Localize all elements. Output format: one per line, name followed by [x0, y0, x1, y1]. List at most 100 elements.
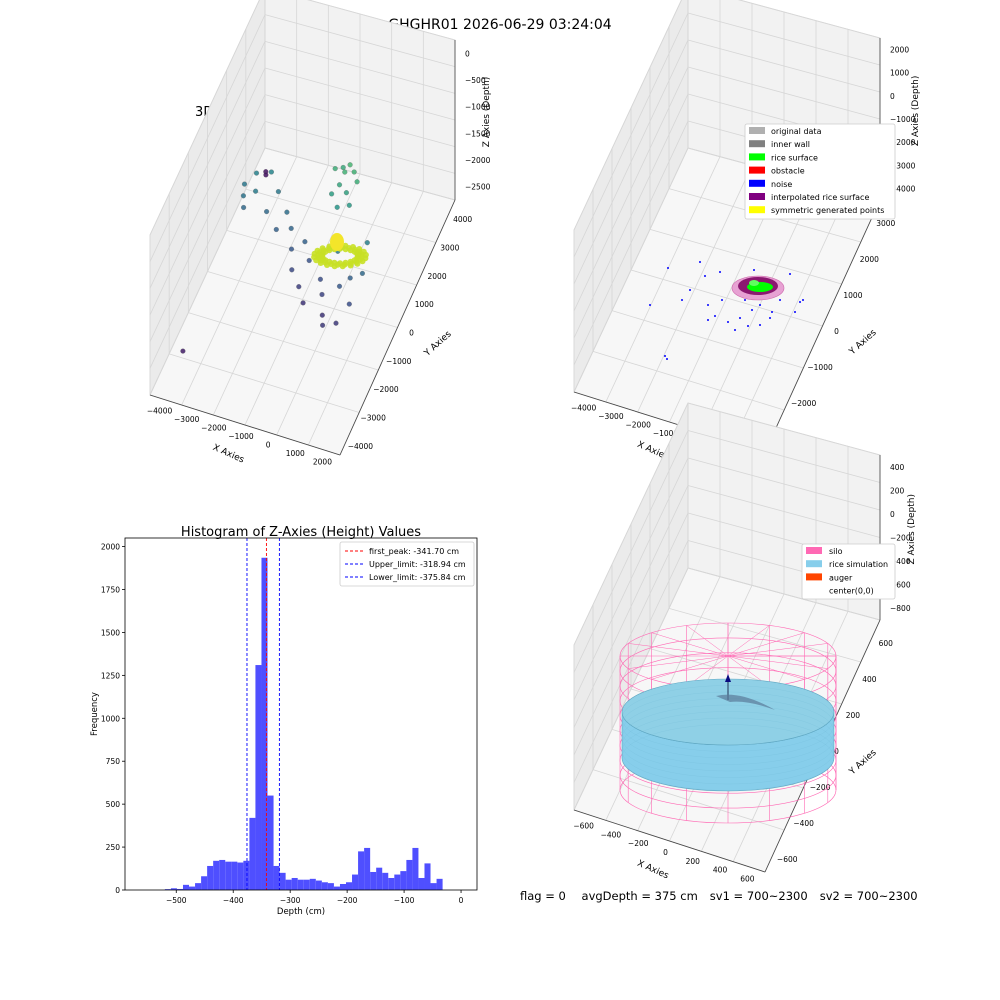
silo-wire	[628, 643, 729, 657]
data-point	[240, 193, 246, 199]
x-tick-label: −3000	[598, 412, 624, 421]
histogram-bar	[388, 877, 395, 890]
silo-wire	[651, 632, 729, 657]
z-tick-label: −800	[890, 604, 911, 613]
data-point	[300, 300, 306, 306]
x-tick-label: −2000	[626, 420, 652, 429]
data-point	[347, 262, 354, 269]
data-point	[340, 164, 346, 171]
y-tick-label: 3000	[876, 219, 895, 228]
data-point	[263, 172, 269, 178]
histogram-bar	[436, 878, 443, 890]
legend-swatch	[749, 193, 765, 200]
histogram-bar	[219, 859, 226, 890]
y-tick-label: 1250	[101, 671, 120, 680]
plot-frame	[124, 537, 478, 891]
grid-line	[573, 430, 689, 673]
histogram-bar	[207, 865, 214, 890]
legend-swatch	[806, 560, 822, 568]
grid-line	[264, 14, 456, 68]
avg-depth-text: avgDepth = 375 cm	[581, 889, 698, 903]
noise-point	[664, 355, 666, 357]
rice-mesh	[621, 704, 835, 772]
histogram-bar	[327, 883, 334, 890]
data-point	[330, 233, 344, 251]
legend-entry: rice surface	[771, 153, 818, 162]
x-tick-label: 0	[663, 848, 668, 857]
x-axis-line	[149, 394, 341, 456]
data-point	[347, 275, 353, 281]
y-tick-label: 600	[879, 639, 894, 648]
chart-histogram: Histogram of Z-Axies (Height) Values −500…	[90, 525, 478, 917]
noise-point	[707, 304, 709, 306]
noise-point	[759, 324, 761, 326]
legend-box	[339, 541, 475, 587]
legend-swatch	[749, 153, 765, 161]
data-point	[336, 283, 343, 289]
grid-line	[687, 430, 881, 483]
rice-mesh	[621, 724, 835, 791]
x-tick-label: −400	[223, 896, 244, 905]
noise-point	[699, 261, 701, 263]
grid-line	[149, 0, 260, 236]
noise-point	[649, 304, 651, 306]
y-axis-line	[764, 199, 881, 453]
noise-point	[727, 321, 729, 323]
grid-line	[592, 350, 785, 411]
sv1-text: sv1 = 700~2300	[709, 889, 808, 903]
histogram-bar	[333, 886, 340, 890]
x-tick-label: 200	[686, 857, 701, 866]
x-axis-label: X Axies	[636, 859, 671, 882]
y-tick-label: 1000	[415, 300, 434, 309]
legend-swatch	[749, 166, 765, 174]
data-point	[319, 245, 326, 252]
y-tick-label: 1000	[843, 291, 862, 300]
legend-swatch	[749, 127, 765, 134]
histogram-bar	[243, 860, 250, 890]
data-point	[317, 276, 323, 282]
histogram-bar	[195, 883, 202, 890]
data-point	[351, 169, 357, 175]
data-point	[314, 247, 321, 254]
data-point	[359, 270, 365, 276]
histogram-bar	[382, 872, 389, 890]
legend-entry: Upper_limit: -318.94 cm	[369, 560, 466, 569]
z-tick-label: 400	[890, 463, 905, 472]
grid-line	[687, 12, 881, 66]
x-tick-label: 0	[266, 441, 271, 450]
z-axis-label: Z Axies (Depth)	[911, 76, 921, 147]
y-tick-label: 0	[115, 886, 120, 895]
grid-line	[573, 12, 689, 258]
z-tick-label: −1000	[890, 115, 916, 124]
y-tick-label: 400	[862, 675, 877, 684]
y-tick-label: −4000	[348, 442, 374, 451]
noise-point	[744, 299, 746, 301]
y-tick-label: 1000	[101, 714, 120, 723]
histogram-bar	[406, 859, 413, 890]
legend-entry: original data	[771, 127, 822, 136]
data-point	[268, 169, 274, 175]
noise-point	[799, 301, 801, 303]
legend-entry: interpolated rice surface	[771, 193, 869, 202]
chart-title: Histogram of Z-Axies (Height) Values	[181, 525, 421, 540]
rice-surface	[749, 280, 759, 286]
legend-entry: auger	[829, 573, 853, 582]
legend-entry: Lower_limit: -375.84 cm	[369, 573, 466, 582]
auger	[716, 694, 775, 710]
histogram-bar	[364, 847, 371, 890]
y-axis-label: Y Axies	[847, 748, 879, 778]
data-point	[273, 226, 279, 233]
histogram-bar	[273, 865, 280, 890]
silo-wire	[651, 655, 729, 680]
histogram-bar	[213, 860, 220, 890]
noise-point	[771, 311, 773, 313]
histogram-bar	[418, 877, 425, 890]
x-tick-label: −1000	[228, 432, 254, 441]
histogram-bar	[358, 851, 365, 890]
noise-point	[759, 304, 761, 306]
histogram-bar	[352, 874, 359, 890]
grid-line	[738, 0, 881, 39]
histogram-bar	[261, 557, 268, 890]
y-tick-label: −1000	[807, 363, 833, 372]
x-tick-label: 2000	[313, 458, 332, 467]
